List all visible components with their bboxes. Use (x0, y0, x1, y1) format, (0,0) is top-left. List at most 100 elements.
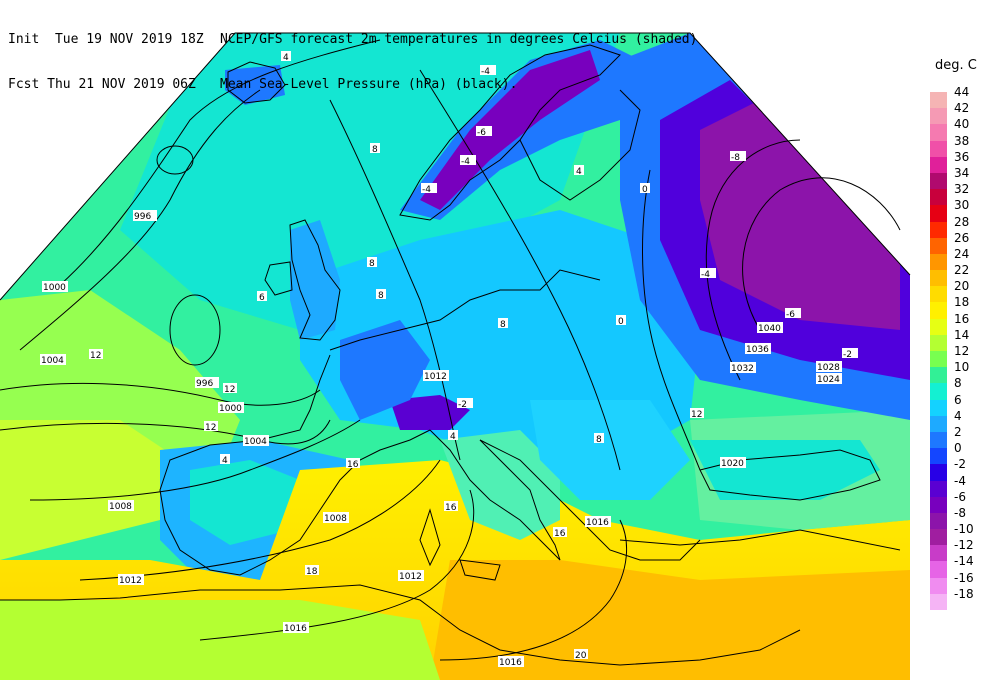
legend-entry: 42 (930, 101, 990, 125)
legend-entry: 32 (930, 182, 990, 206)
temp-label: 4 (576, 167, 582, 177)
legend-swatch (930, 334, 947, 351)
legend-label: 42 (954, 101, 970, 116)
temp-label: 18 (306, 567, 318, 577)
legend-swatch (930, 383, 947, 400)
legend-label: -12 (954, 538, 974, 553)
legend-label: 14 (954, 327, 970, 342)
isobar-label: 996 (196, 379, 213, 389)
legend-swatch (930, 577, 947, 594)
legend-swatch (930, 529, 947, 546)
temp-label: 0 (618, 317, 624, 327)
temp-label: 6 (259, 293, 265, 303)
forecast-line: Fcst Thu 21 NOV 2019 06Z Mean Sea-Level P… (8, 77, 697, 92)
coastlines (0, 44, 901, 666)
temp-label: -4 (481, 67, 490, 77)
temp-label: 0 (642, 185, 648, 195)
isobar-label: 1012 (119, 576, 142, 586)
legend-label: 16 (954, 311, 970, 326)
isobar-label: 1012 (399, 572, 422, 582)
legend-label: 40 (954, 117, 970, 132)
color-legend: 44 42 40 38 36 34 32 30 28 26 24 22 20 18 16 14 12 10 8 6 4 2… (930, 85, 990, 610)
legend-entry: 24 (930, 247, 990, 271)
legend-swatch (930, 399, 947, 416)
isobar-label: 1024 (817, 375, 840, 385)
legend-entry: 28 (930, 215, 990, 238)
map-header: Init Tue 19 NOV 2019 18Z NCEP/GFS forecas… (8, 2, 697, 107)
temp-label: 12 (205, 423, 216, 433)
isobar-label: 1020 (721, 459, 744, 469)
legend-entry: 4 (930, 409, 990, 432)
legend-entry: 16 (930, 312, 990, 335)
legend-entry: 6 (930, 393, 990, 416)
legend-swatch (930, 221, 947, 238)
isobar-label: 1016 (499, 658, 522, 668)
temp-label: -4 (422, 185, 431, 195)
isobar-label: 1012 (424, 372, 447, 382)
isobar-label: 1000 (43, 283, 66, 293)
legend-entry: 8 (930, 376, 990, 400)
temp-label: -2 (458, 400, 467, 410)
legend-entry: 36 (930, 150, 990, 173)
legend-label: 34 (954, 165, 970, 180)
isobar-label: 1008 (324, 514, 347, 524)
legend-entry: 30 (930, 198, 990, 222)
legend-swatch (930, 108, 947, 125)
temp-label: 16 (445, 503, 457, 513)
legend-swatch (930, 464, 947, 481)
legend-swatch (930, 545, 947, 562)
legend-label: -10 (954, 522, 974, 537)
temp-label: -4 (701, 270, 710, 280)
isobar-label: 1016 (284, 624, 307, 634)
legend-entry: 38 (930, 134, 990, 157)
legend-label: 20 (954, 279, 970, 294)
legend-label: -6 (954, 489, 966, 504)
legend-swatch (930, 189, 947, 206)
isobar-label: 1036 (746, 345, 769, 355)
legend-swatch (930, 448, 947, 465)
isobar-label: 1008 (109, 502, 132, 512)
legend-swatch (930, 318, 947, 335)
temp-label: 16 (554, 529, 566, 539)
legend-entry: 20 (930, 279, 990, 303)
temp-label: 16 (347, 460, 359, 470)
legend-entry: -16 (930, 571, 990, 594)
temperature-labels: 4 8 -4 -6 -4 8 6 8 12 12 12 4 16 16 16 1… (89, 51, 858, 661)
legend-label: -18 (954, 586, 974, 601)
temp-label: -6 (786, 310, 795, 320)
legend-swatch (930, 561, 947, 578)
legend-label: 36 (954, 149, 970, 164)
legend-entry: -6 (930, 490, 990, 513)
legend-label: 0 (954, 441, 962, 456)
legend-swatch (930, 270, 947, 287)
legend-label: 44 (954, 85, 970, 99)
legend-entry: 2 (930, 425, 990, 449)
init-time: Init Tue 19 NOV 2019 18Z (8, 32, 204, 47)
isobar-labels: 996 1000 1004 996 1000 1004 1008 1008 10… (40, 210, 842, 668)
temp-label: 20 (575, 651, 587, 661)
legend-entry: 34 (930, 166, 990, 190)
legend-swatch (930, 253, 947, 271)
temp-label: 4 (283, 53, 289, 63)
legend-swatch (930, 124, 947, 141)
legend-label: -8 (954, 505, 966, 520)
temp-label: 8 (372, 145, 378, 155)
temp-label: 8 (596, 435, 602, 445)
legend-swatch (930, 92, 947, 109)
legend-label: 8 (954, 376, 962, 391)
temp-label: -6 (477, 128, 486, 138)
legend-entry: -12 (930, 538, 990, 562)
legend-swatch (930, 172, 947, 190)
legend-entry: -14 (930, 554, 990, 578)
legend-entry: 12 (930, 344, 990, 368)
forecast-time: Fcst Thu 21 NOV 2019 06Z (8, 77, 196, 92)
legend-label: 28 (954, 214, 970, 229)
temp-label: -8 (731, 153, 740, 163)
temp-label: 12 (90, 351, 101, 361)
legend-swatch (930, 593, 947, 610)
legend-swatch (930, 237, 947, 254)
legend-swatch (930, 415, 947, 432)
legend-label: 6 (954, 392, 962, 407)
legend-swatch (930, 351, 947, 368)
